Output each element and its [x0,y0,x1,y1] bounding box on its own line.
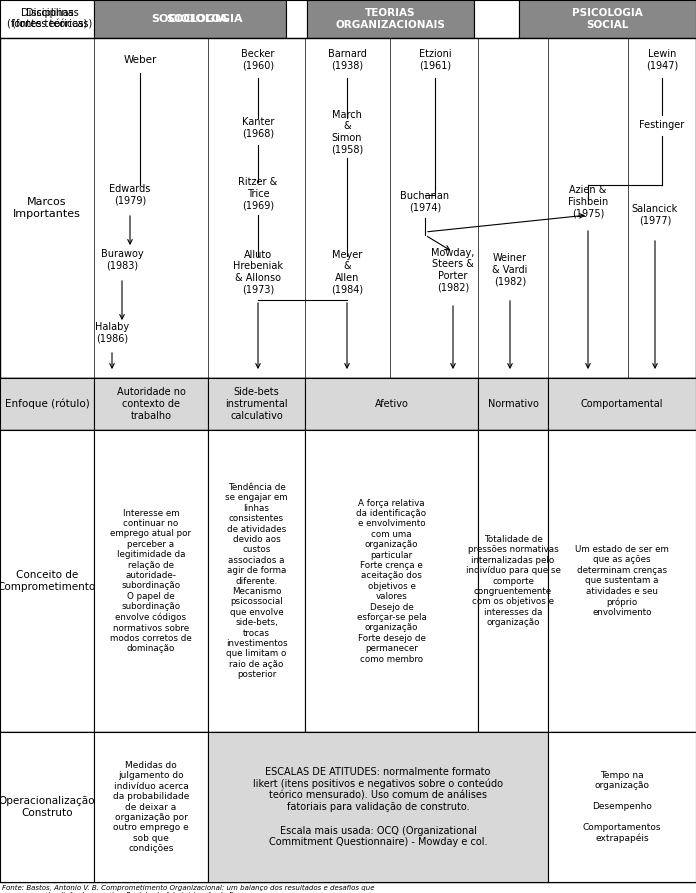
Text: Fonte: Bastos, Antonio V. B. Comprometimento Organizacional: um balanço dos resu: Fonte: Bastos, Antonio V. B. Comprometim… [2,885,374,893]
Text: Etzioni
(1961): Etzioni (1961) [419,49,451,71]
Text: Um estado de ser em
que as ações
determinam crenças
que sustentam a
atividades e: Um estado de ser em que as ações determi… [575,545,669,617]
Bar [0,732,94,882]
Text: Meyer
&
Allen
(1984): Meyer & Allen (1984) [331,250,363,295]
Text: Mowday,
Steers &
Porter
(1982): Mowday, Steers & Porter (1982) [432,247,475,292]
Text: Salancick
(1977): Salancick (1977) [632,204,678,226]
Text: Edwards
(1979): Edwards (1979) [109,184,151,205]
Text: Weiner
& Vardi
(1982): Weiner & Vardi (1982) [492,254,528,287]
Bar [0,378,94,430]
Text: Totalidade de
pressões normativas
internalizadas pelo
indivíduo para que se
comp: Totalidade de pressões normativas intern… [466,535,560,627]
Text: Alluto
Hrebeniak
& Allonso
(1973): Alluto Hrebeniak & Allonso (1973) [233,250,283,295]
Bar [305,430,478,732]
Text: Medidas do
julgamento do
indivíduo acerca
da probabilidade
de deixar a
organizaç: Medidas do julgamento do indivíduo acerc… [113,761,189,853]
Text: Autoridade no
contexto de
trabalho: Autoridade no contexto de trabalho [116,388,185,421]
Text: March
&
Simon
(1958): March & Simon (1958) [331,110,363,154]
Text: Weber: Weber [123,55,157,65]
Bar [0,732,696,882]
Text: Operacionalização
Construto: Operacionalização Construto [0,797,95,818]
Text: Interesse em
continuar no
emprego atual por
perceber a
legitimidade da
relação d: Interesse em continuar no emprego atual … [110,509,192,654]
Bar [208,732,548,882]
Text: Barnard
(1938): Barnard (1938) [328,49,366,71]
Bar [286,0,307,38]
Bar [0,0,696,38]
Text: Afetivo: Afetivo [374,399,409,409]
Text: ESCALAS DE ATITUDES: normalmente formato
likert (itens positivos e negativos sob: ESCALAS DE ATITUDES: normalmente formato… [253,767,503,847]
Text: Disciplinas
(fontes teóricas): Disciplinas (fontes teóricas) [13,8,93,29]
Bar [0,378,696,430]
Bar [474,0,519,38]
Bar [519,0,696,38]
Text: Halaby
(1986): Halaby (1986) [95,322,129,344]
Text: Becker
(1960): Becker (1960) [242,49,275,71]
Bar [548,378,696,430]
Text: Enfoque (rótulo): Enfoque (rótulo) [5,399,89,409]
Text: Azien &
Fishbein
(1975): Azien & Fishbein (1975) [568,186,608,219]
Bar [105,0,305,38]
Bar [305,378,478,430]
Text: TEORIAS
ORGANIZACIONAIS: TEORIAS ORGANIZACIONAIS [335,8,445,29]
Text: Comportamental: Comportamental [580,399,663,409]
Text: Conceito de
Comprometimento: Conceito de Comprometimento [0,571,96,592]
Text: Ritzer &
Trice
(1969): Ritzer & Trice (1969) [238,178,278,211]
Bar [0,0,696,38]
Text: Disciplinas
(fontes teóricas): Disciplinas (fontes teóricas) [7,8,87,29]
Text: Burawoy
(1983): Burawoy (1983) [101,249,143,271]
Text: SOCIOLOGIA: SOCIOLOGIA [152,14,228,24]
Text: Marcos
Importantes: Marcos Importantes [13,197,81,219]
Text: Festinger: Festinger [640,120,685,130]
Bar [0,0,105,38]
Bar [94,378,208,430]
Bar [307,0,474,38]
Bar [478,378,548,430]
Text: A força relativa
da identificação
e envolvimento
com uma
organização
particular
: A força relativa da identificação e envo… [356,498,427,663]
Text: Tempo na
organização

Desempenho

Comportamentos
extrapapéis: Tempo na organização Desempenho Comporta… [583,771,661,843]
Text: SOCIOLOGIA: SOCIOLOGIA [166,14,244,24]
Text: Buchanan
(1974): Buchanan (1974) [400,191,450,213]
Text: Tendência de
se engajar em
linhas
consistentes
de atividades
devido aos
custos
a: Tendência de se engajar em linhas consis… [226,483,288,679]
Bar [94,0,286,38]
Text: Normativo: Normativo [488,399,539,409]
Bar [478,430,548,732]
Text: PSICOLOGIA
SOCIAL: PSICOLOGIA SOCIAL [572,8,643,29]
Text: Lewin
(1947): Lewin (1947) [646,49,678,71]
Bar [94,732,208,882]
Bar [548,430,696,732]
Bar [0,0,94,38]
Bar [548,732,696,882]
Bar [208,378,305,430]
Bar [0,430,696,732]
Bar [208,430,305,732]
Bar [0,38,696,378]
Text: Kanter
(1968): Kanter (1968) [242,117,274,138]
Bar [0,430,94,732]
Bar [94,430,208,732]
Text: Side-bets
instrumental
calculativo: Side-bets instrumental calculativo [226,388,288,421]
